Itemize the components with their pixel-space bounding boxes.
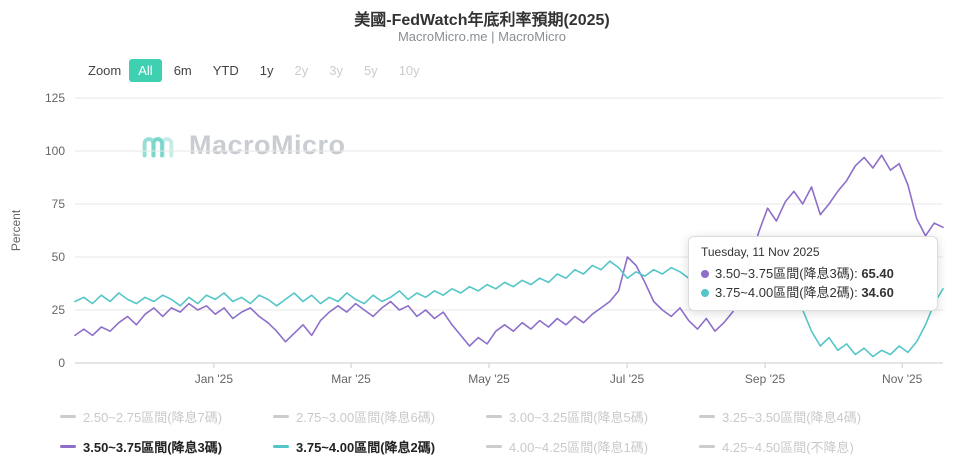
range-selector: Zoom All 6m YTD 1y 2y 3y 5y 10y (88, 59, 429, 82)
watermark: MacroMicro (142, 130, 346, 161)
tooltip-date: Tuesday, 11 Nov 2025 (701, 245, 820, 259)
svg-text:Mar '25: Mar '25 (331, 372, 371, 386)
svg-text:75: 75 (52, 197, 66, 211)
legend-label: 3.50~3.75區間(降息3碼) (83, 440, 223, 455)
legend-item[interactable]: 3.75~4.00區間(降息2碼) (273, 437, 486, 456)
zoom-button-6m[interactable]: 6m (173, 63, 192, 78)
tooltip-series-value: 65.40 (861, 266, 894, 281)
zoom-button-all[interactable]: All (129, 59, 162, 82)
legend-item[interactable]: 3.25~3.50區間(降息4碼) (699, 407, 912, 426)
legend-dash (60, 445, 76, 448)
svg-text:May '25: May '25 (468, 372, 510, 386)
macromicro-logo-icon (142, 136, 174, 157)
svg-text:Percent: Percent (9, 209, 23, 251)
chart-tooltip: Tuesday, 11 Nov 2025 3.50~3.75區間(降息3碼): … (688, 236, 938, 311)
legend-dash (699, 415, 715, 418)
legend-label: 4.00~4.25區間(降息1碼) (509, 440, 649, 455)
zoom-button-1y[interactable]: 1y (259, 63, 274, 78)
watermark-text: MacroMicro (189, 130, 346, 160)
legend-dash (273, 415, 289, 418)
svg-text:0: 0 (58, 356, 65, 370)
zoom-button-10y: 10y (398, 63, 420, 78)
zoom-button-ytd[interactable]: YTD (212, 63, 239, 78)
tooltip-series-label: 3.50~3.75區間(降息3碼): 65.40 (715, 266, 894, 281)
tooltip-series-value: 34.60 (861, 285, 894, 300)
legend-dash (60, 415, 76, 418)
legend-item[interactable]: 3.50~3.75區間(降息3碼) (60, 437, 273, 456)
legend-label: 3.75~4.00區間(降息2碼) (296, 440, 436, 455)
chart-title: 美國-FedWatch年底利率預期(2025) (354, 12, 610, 29)
svg-text:Sep '25: Sep '25 (745, 372, 786, 386)
legend-dash (486, 415, 502, 418)
zoom-button-2y: 2y (294, 63, 309, 78)
legend-item[interactable]: 4.25~4.50區間(不降息) (699, 437, 912, 456)
legend-label: 4.25~4.50區間(不降息) (722, 440, 854, 455)
svg-text:Jul '25: Jul '25 (610, 372, 645, 386)
svg-text:25: 25 (52, 303, 66, 317)
legend-item[interactable]: 4.00~4.25區間(降息1碼) (486, 437, 699, 456)
series-dot (701, 269, 709, 278)
svg-text:Nov '25: Nov '25 (882, 372, 923, 386)
svg-text:125: 125 (45, 91, 65, 105)
legend: 2.50~2.75區間(降息7碼) 2.75~3.00區間(降息6碼) 3.00~3… (60, 407, 912, 456)
legend-label: 2.50~2.75區間(降息7碼) (83, 410, 223, 425)
zoom-button-5y: 5y (363, 63, 378, 78)
legend-label: 2.75~3.00區間(降息6碼) (296, 410, 436, 425)
tooltip-series-label: 3.75~4.00區間(降息2碼): 34.60 (715, 285, 894, 300)
legend-label: 3.25~3.50區間(降息4碼) (722, 410, 862, 425)
chart-subtitle: MacroMicro.me | MacroMicro (397, 29, 567, 44)
svg-text:Jan '25: Jan '25 (195, 372, 234, 386)
svg-text:50: 50 (52, 250, 66, 264)
zoom-label: Zoom (88, 63, 122, 78)
legend-item[interactable]: 2.75~3.00區間(降息6碼) (273, 407, 486, 426)
legend-dash (699, 445, 715, 448)
series-dot (701, 288, 709, 297)
legend-dash (273, 445, 289, 448)
legend-label: 3.00~3.25區間(降息5碼) (509, 410, 649, 425)
zoom-button-3y: 3y (329, 63, 343, 78)
legend-dash (486, 445, 502, 448)
plot-area[interactable]: 0 25 50 75 100 125 Jan '25 Mar '25 May '25 Jul '2… (0, 90, 964, 395)
tooltip-row: 3.50~3.75區間(降息3碼): 65.40 (701, 264, 925, 283)
tooltip-row: 3.75~4.00區間(降息2碼): 34.60 (701, 283, 925, 302)
legend-item[interactable]: 3.00~3.25區間(降息5碼) (486, 407, 699, 426)
legend-item[interactable]: 2.50~2.75區間(降息7碼) (60, 407, 273, 426)
svg-text:100: 100 (45, 144, 65, 158)
